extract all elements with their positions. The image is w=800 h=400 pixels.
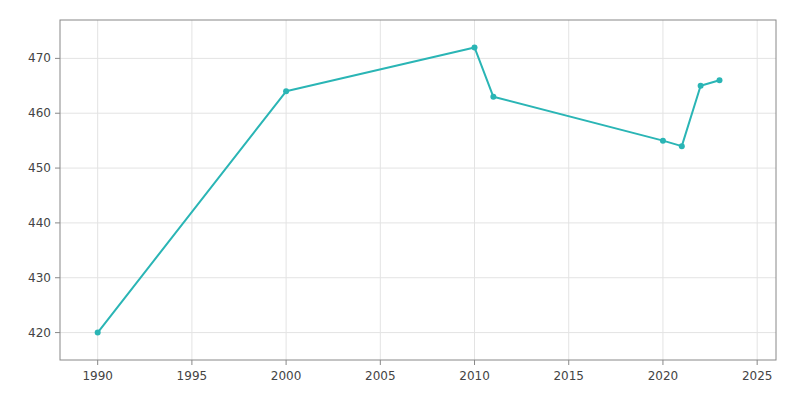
tick-mark-y: [55, 58, 60, 59]
grid-line-x: [191, 20, 192, 360]
data-point: [283, 88, 289, 94]
tick-label-y: 460: [28, 106, 51, 120]
tick-mark-x: [662, 360, 663, 365]
axes: 1990 1995 2000 2005 2010 2015 2020 2025 420 430 44…: [28, 20, 776, 383]
grid-line-y: [60, 222, 776, 223]
tick-mark-y: [55, 222, 60, 223]
tick-label-x: 2025: [742, 369, 773, 383]
grid-line-x: [757, 20, 758, 360]
tick-mark-x: [474, 360, 475, 365]
grid-line-x: [380, 20, 381, 360]
tick-label-x: 1995: [177, 369, 208, 383]
plot-frame: [60, 20, 776, 360]
data-point: [698, 83, 704, 89]
grid-line-x: [662, 20, 663, 360]
data-point: [95, 330, 101, 336]
grid-line-x: [474, 20, 475, 360]
tick-label-y: 440: [28, 216, 51, 230]
tick-mark-y: [55, 168, 60, 169]
tick-label-y: 420: [28, 326, 51, 340]
tick-mark-x: [380, 360, 381, 365]
tick-mark-x: [757, 360, 758, 365]
grid-line-y: [60, 332, 776, 333]
tick-mark-y: [55, 113, 60, 114]
tick-label-x: 1990: [82, 369, 113, 383]
grid: [60, 20, 776, 360]
tick-label-x: 2010: [459, 369, 490, 383]
grid-line-y: [60, 113, 776, 114]
tick-label-x: 2000: [271, 369, 302, 383]
grid-line-x: [286, 20, 287, 360]
tick-label-x: 2015: [553, 369, 584, 383]
tick-mark-x: [97, 360, 98, 365]
tick-label-y: 430: [28, 271, 51, 285]
grid-line-y: [60, 168, 776, 169]
data-point: [660, 138, 666, 144]
chart-container: 1990 1995 2000 2005 2010 2015 2020 2025 420 430 44…: [0, 0, 800, 400]
data-point: [716, 77, 722, 83]
tick-label-y: 450: [28, 161, 51, 175]
tick-mark-x: [568, 360, 569, 365]
tick-label-x: 2005: [365, 369, 396, 383]
tick-label-y: 470: [28, 51, 51, 65]
tick-mark-y: [55, 332, 60, 333]
grid-line-x: [97, 20, 98, 360]
plot-area: [60, 20, 776, 360]
data-line: [98, 47, 720, 332]
data-point: [679, 143, 685, 149]
grid-line-x: [568, 20, 569, 360]
data-point: [490, 94, 496, 100]
data-layer: [95, 44, 723, 335]
grid-line-y: [60, 277, 776, 278]
tick-mark-x: [286, 360, 287, 365]
grid-line-y: [60, 58, 776, 59]
tick-mark-x: [191, 360, 192, 365]
tick-mark-y: [55, 277, 60, 278]
tick-label-x: 2020: [648, 369, 679, 383]
data-point: [472, 44, 478, 50]
chart-svg: 1990 1995 2000 2005 2010 2015 2020 2025 420 430 44…: [0, 0, 800, 400]
